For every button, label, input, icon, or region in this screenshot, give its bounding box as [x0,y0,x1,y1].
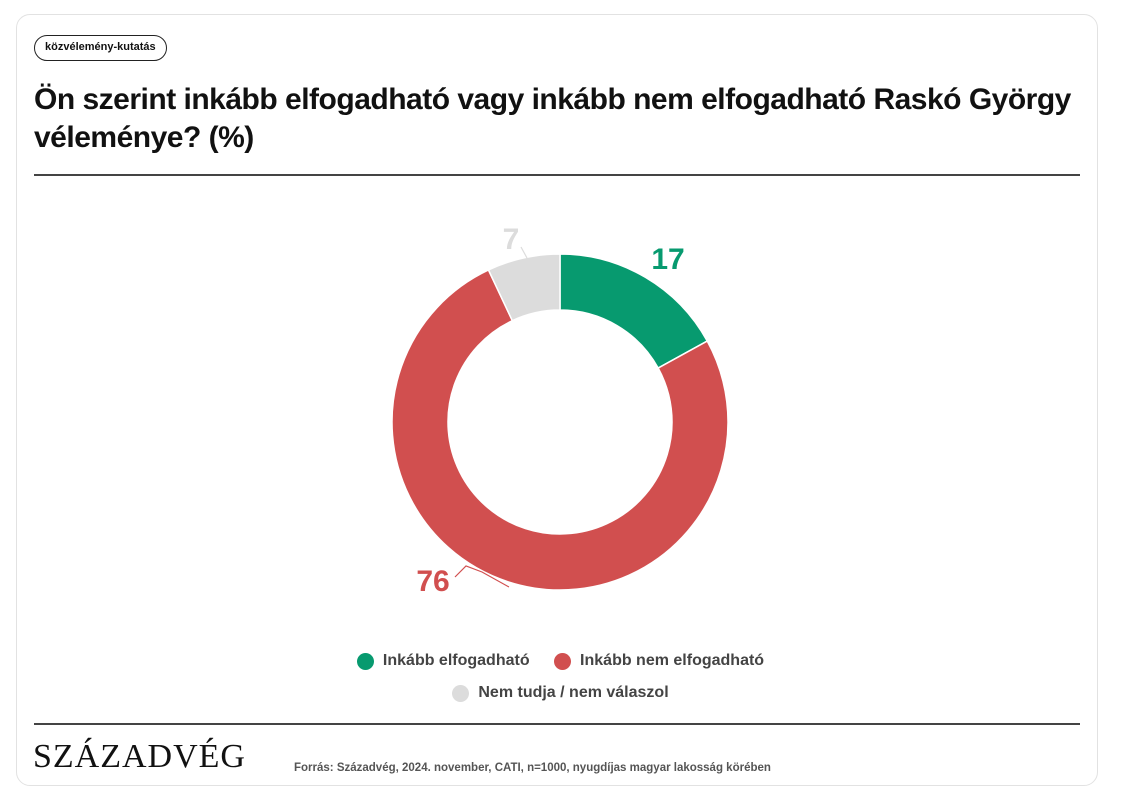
leader-line-inkabb-nem-elfogadhato [454,565,510,588]
top-divider [34,174,1080,176]
bottom-divider [34,723,1080,725]
legend-row-1: Inkább elfogadható Inkább nem elfogadhat… [0,652,1121,675]
legend-row-2: Nem tudja / nem válaszol [0,684,1121,707]
legend-label-nem-tudja: Nem tudja / nem válaszol [478,684,669,701]
source-note: Forrás: Századvég, 2024. november, CATI,… [294,762,771,774]
legend-item-nem-tudja: Nem tudja / nem válaszol [452,684,669,702]
legend-swatch-inkabb-nem-elfogadhato [554,652,572,670]
data-label-inkabb-nem-elfogadhato: 76 [416,565,449,598]
data-label-nem-tudja: 7 [503,223,520,256]
legend-swatch-nem-tudja [452,684,470,702]
donut-slice-inkabb-nem-elfogadhato [391,268,729,591]
legend-swatch-inkabb-elfogadhato [356,652,374,670]
legend-item-inkabb-elfogadhato: Inkább elfogadható [356,652,530,670]
legend-item-inkabb-nem-elfogadhato: Inkább nem elfogadható [554,652,764,670]
donut-slice-inkabb-elfogadhato [559,253,709,370]
brand-logo: SZÁZADVÉG [33,738,246,775]
leader-line-nem-tudja [520,246,528,259]
data-label-inkabb-elfogadhato: 17 [651,243,684,276]
chart-title: Ön szerint inkább elfogadható vagy inkáb… [34,83,1071,154]
legend-label-inkabb-nem-elfogadhato: Inkább nem elfogadható [580,652,765,669]
legend-label-inkabb-elfogadhato: Inkább elfogadható [382,652,530,669]
category-tag[interactable]: közvélemény-kutatás [34,35,167,61]
donut-slice-nem-tudja [487,253,561,322]
